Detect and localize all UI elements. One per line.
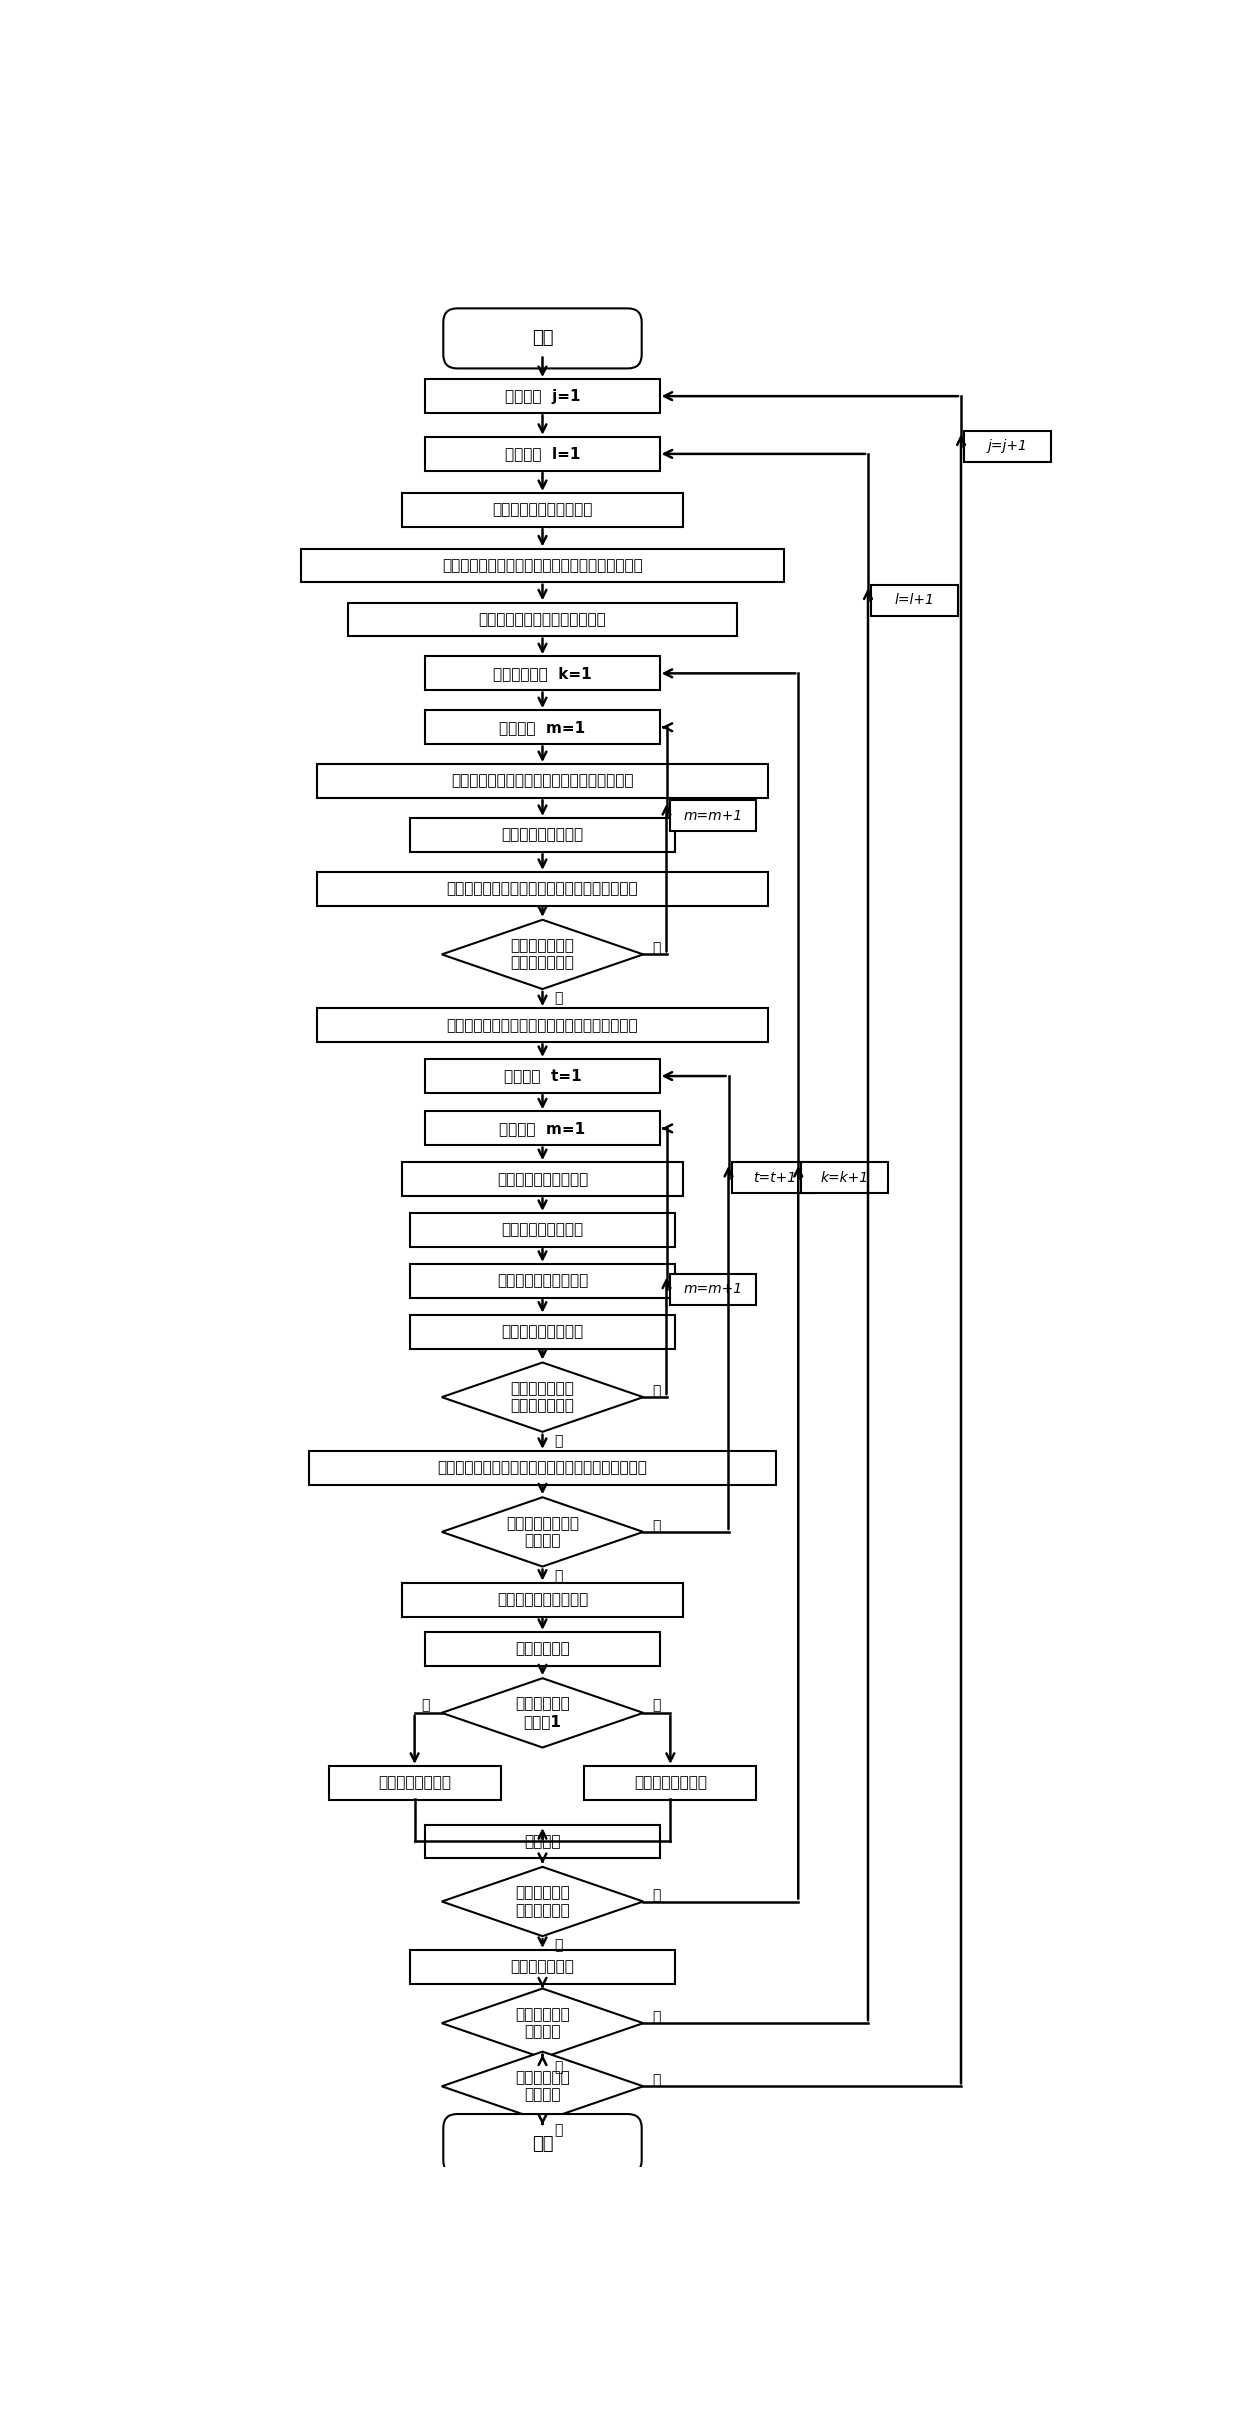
Text: 更新粒子的位置和速度: 更新粒子的位置和速度 [497, 1171, 588, 1186]
FancyBboxPatch shape [425, 380, 660, 414]
Text: 是: 是 [554, 2060, 563, 2075]
Text: 选择具有最大适应度值的粒子作为群体最优极值: 选择具有最大适应度值的粒子作为群体最优极值 [446, 1018, 639, 1032]
FancyBboxPatch shape [317, 1008, 768, 1042]
Text: 递推求解矩阵的逆: 递推求解矩阵的逆 [634, 1775, 707, 1790]
Text: 判断是否达到
最优原子个数: 判断是否达到 最优原子个数 [515, 1885, 570, 1919]
Polygon shape [441, 1364, 644, 1432]
Polygon shape [441, 920, 644, 989]
Text: t=t+1: t=t+1 [754, 1171, 796, 1186]
Text: 否: 否 [652, 1697, 661, 1712]
Text: 是: 是 [554, 1568, 563, 1583]
Text: 计算最优原子: 计算最优原子 [515, 1641, 570, 1656]
FancyBboxPatch shape [425, 1824, 660, 1858]
Text: 是: 是 [554, 2123, 563, 2138]
Text: 判断粒子标号是
否达到种群个数: 判断粒子标号是 否达到种群个数 [511, 937, 574, 972]
Text: m=m+1: m=m+1 [683, 808, 743, 823]
Text: 计算粒子对应的适应度，并将其确定为个体极值: 计算粒子对应的适应度，并将其确定为个体极值 [446, 881, 639, 896]
Text: 结束: 结束 [532, 2135, 553, 2153]
Text: 更新代数  t=1: 更新代数 t=1 [503, 1069, 582, 1084]
Polygon shape [441, 2053, 644, 2121]
Text: 最优原子个数  k=1: 最优原子个数 k=1 [494, 665, 591, 682]
Text: 否: 否 [652, 1887, 661, 1902]
FancyBboxPatch shape [348, 601, 737, 636]
Text: 是: 是 [422, 1697, 430, 1712]
FancyBboxPatch shape [329, 1765, 501, 1799]
Text: 否: 否 [652, 942, 661, 955]
Text: 是: 是 [554, 1434, 563, 1449]
FancyBboxPatch shape [444, 2114, 642, 2174]
Text: 判断是否达到
波段总数: 判断是否达到 波段总数 [515, 2070, 570, 2101]
Text: k=k+1: k=k+1 [821, 1171, 869, 1186]
FancyBboxPatch shape [317, 872, 768, 906]
Text: 否: 否 [652, 2009, 661, 2023]
FancyBboxPatch shape [670, 1274, 756, 1305]
FancyBboxPatch shape [301, 548, 784, 582]
FancyBboxPatch shape [965, 431, 1050, 463]
Text: 图像块号  l=1: 图像块号 l=1 [505, 446, 580, 460]
Text: 输出重构图像块: 输出重构图像块 [511, 1960, 574, 1975]
FancyBboxPatch shape [410, 1213, 675, 1247]
Polygon shape [441, 1989, 644, 2058]
Text: 判断是否达到
分块个数: 判断是否达到 分块个数 [515, 2006, 570, 2041]
FancyBboxPatch shape [402, 1583, 683, 1617]
Text: 否: 否 [652, 1383, 661, 1398]
FancyBboxPatch shape [425, 1110, 660, 1144]
Text: 计算粒子对应的原子: 计算粒子对应的原子 [501, 828, 584, 843]
FancyBboxPatch shape [402, 494, 683, 526]
Text: 计算粒子对应的适应度: 计算粒子对应的适应度 [497, 1274, 588, 1288]
Polygon shape [441, 1868, 644, 1936]
Text: 选择具有最大适应度值的粒子作为更新后的群体极值: 选择具有最大适应度值的粒子作为更新后的群体极值 [438, 1461, 647, 1476]
Text: 判断粒子标号是
否达到种群个数: 判断粒子标号是 否达到种群个数 [511, 1381, 574, 1412]
Text: 粒子标号  m=1: 粒子标号 m=1 [500, 721, 585, 735]
Text: 初始化粒子，给定粒子的初始位置和初始速度: 初始化粒子，给定粒子的初始位置和初始速度 [451, 774, 634, 789]
Polygon shape [441, 1678, 644, 1748]
FancyBboxPatch shape [410, 1950, 675, 1985]
FancyBboxPatch shape [410, 1315, 675, 1349]
Text: 是: 是 [554, 1938, 563, 1953]
Text: 计算粒子对应的原子: 计算粒子对应的原子 [501, 1222, 584, 1237]
Text: 对图像块进行测量并传输: 对图像块进行测量并传输 [492, 502, 593, 519]
Text: 是: 是 [554, 991, 563, 1006]
Text: 开始: 开始 [532, 329, 553, 348]
Text: j=j+1: j=j+1 [987, 438, 1028, 453]
Polygon shape [441, 1498, 644, 1566]
FancyBboxPatch shape [410, 818, 675, 852]
Text: 判断原子个数
是否是1: 判断原子个数 是否是1 [515, 1697, 570, 1729]
Text: 更新粒子的个体极值: 更新粒子的个体极值 [501, 1325, 584, 1339]
FancyBboxPatch shape [584, 1765, 756, 1799]
Text: l=l+1: l=l+1 [894, 594, 935, 606]
FancyBboxPatch shape [425, 711, 660, 745]
FancyBboxPatch shape [670, 801, 756, 830]
Text: 初始化残差和最优原子索引集合: 初始化残差和最优原子索引集合 [479, 611, 606, 626]
Text: 设定最优原子个数，设定种群个数和最大更新代数: 设定最优原子个数，设定种群个数和最大更新代数 [443, 558, 642, 572]
Text: 波段序号  j=1: 波段序号 j=1 [505, 390, 580, 404]
FancyBboxPatch shape [402, 1161, 683, 1196]
FancyBboxPatch shape [425, 1631, 660, 1666]
Text: 判断是否达到最大
更新代数: 判断是否达到最大 更新代数 [506, 1515, 579, 1549]
Text: 更新残差: 更新残差 [525, 1834, 560, 1848]
FancyBboxPatch shape [732, 1161, 818, 1193]
Text: m=m+1: m=m+1 [683, 1283, 743, 1295]
FancyBboxPatch shape [425, 1059, 660, 1093]
Text: 否: 否 [652, 2072, 661, 2087]
FancyBboxPatch shape [870, 584, 957, 616]
FancyBboxPatch shape [801, 1161, 888, 1193]
FancyBboxPatch shape [309, 1451, 776, 1485]
Text: 更新最优原子索引集合: 更新最优原子索引集合 [497, 1592, 588, 1607]
FancyBboxPatch shape [317, 765, 768, 799]
Text: 否: 否 [652, 1519, 661, 1532]
FancyBboxPatch shape [410, 1264, 675, 1298]
Text: 粒子标号  m=1: 粒子标号 m=1 [500, 1120, 585, 1135]
Text: 直接求解矩阵的逆: 直接求解矩阵的逆 [378, 1775, 451, 1790]
FancyBboxPatch shape [425, 436, 660, 470]
FancyBboxPatch shape [425, 657, 660, 689]
FancyBboxPatch shape [444, 309, 642, 368]
